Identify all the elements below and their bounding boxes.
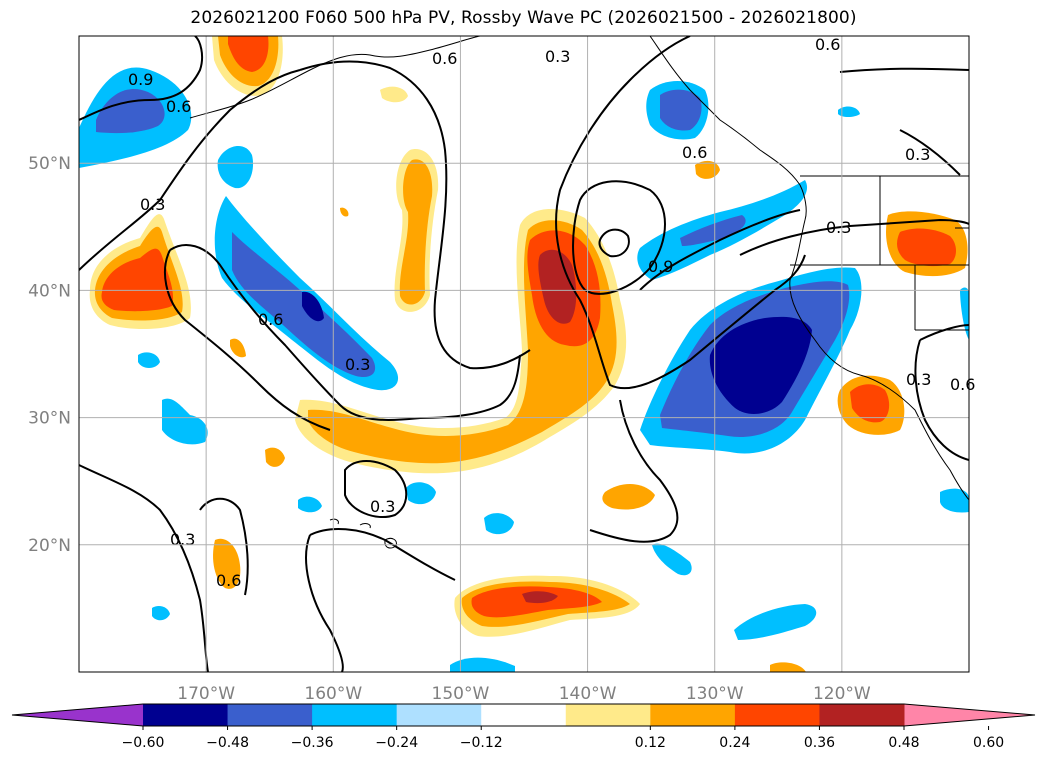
- pv-contour-small-loop: [598, 228, 630, 258]
- contour-labels: 0.9 0.6 0.6 0.3 0.6 0.6 0.3 0.3 0.6 0.3 …: [128, 35, 975, 590]
- lat-tick-label: 50°N: [28, 154, 71, 174]
- colorbar-segment: [481, 704, 567, 726]
- pv-contour-west-ridge: [79, 36, 301, 271]
- colorbar-tick-label: −0.24: [375, 735, 418, 751]
- colorbar-segment: [396, 704, 482, 726]
- colorbar-tick-label: −0.48: [206, 735, 249, 751]
- contour-label: 0.6: [950, 375, 975, 394]
- contour-label: 0.3: [905, 145, 930, 164]
- contour-label: 0.3: [370, 497, 395, 516]
- pv-contour-small-south: [344, 460, 408, 519]
- coastline-alaska: [189, 36, 481, 119]
- lat-tick-label: 20°N: [28, 536, 71, 556]
- colorbar: −0.60 −0.48 −0.36 −0.24 −0.12 0.12 0.24 0.36 0.4…: [11, 703, 1036, 751]
- hawaii-islands: [329, 518, 397, 549]
- colorbar-segment: [734, 704, 820, 726]
- colorbar-extend-high: [904, 704, 1035, 726]
- contour-label: 0.3: [826, 218, 851, 237]
- colorbar-segment: [312, 704, 398, 726]
- colorbar-extend-low: [12, 704, 143, 726]
- colorbar-tick-label: −0.36: [291, 735, 334, 751]
- contour-label: 0.3: [545, 47, 570, 66]
- colorbar-segment: [650, 704, 736, 726]
- contour-label: 0.6: [166, 97, 191, 116]
- pv-contour-trough-loop: [164, 244, 521, 431]
- map-title: 2026021200 F060 500 hPa PV, Rossby Wave …: [190, 8, 857, 28]
- colorbar-tick-label: 0.48: [888, 735, 919, 751]
- lon-tick-label: 150°W: [432, 684, 490, 704]
- map-frame: [78, 35, 970, 673]
- pv-contour-big-ridge: [299, 60, 531, 370]
- contour-label: 0.3: [906, 370, 931, 389]
- lat-tick-label: 30°N: [28, 409, 71, 429]
- contour-label: 0.3: [345, 355, 370, 374]
- pv-contour-cutoff-loop: [572, 180, 666, 295]
- gridlines: [79, 36, 969, 672]
- lon-tick-label: 140°W: [559, 684, 617, 704]
- colorbar-segment: [143, 704, 229, 726]
- contour-label: 0.6: [815, 35, 840, 54]
- colorbar-segment: [819, 704, 905, 726]
- pv-contour-southwest: [79, 464, 249, 672]
- contour-label: 0.6: [216, 571, 241, 590]
- contour-label: 0.6: [432, 49, 457, 68]
- lon-tick-label: 170°W: [177, 684, 235, 704]
- state-borders: [790, 176, 969, 331]
- pv-contour-0p9-east: [639, 209, 801, 291]
- contour-label: 0.3: [140, 195, 165, 214]
- pv-contour-hawaii: [305, 528, 456, 672]
- contour-label: 0.9: [648, 257, 673, 276]
- contour-label: 0.3: [170, 530, 195, 549]
- lon-tick-label: 120°W: [813, 684, 871, 704]
- contour-label: 0.9: [128, 70, 153, 89]
- coastline-bc-alaska-panhandle: [649, 36, 807, 221]
- colorbar-tick-label: 0.36: [804, 735, 835, 751]
- colorbar-tick-label: 0.60: [973, 735, 1004, 751]
- colorbar-tick-label: 0.24: [719, 735, 750, 751]
- colorbar-tick-label: −0.12: [460, 735, 503, 751]
- lon-tick-label: 130°W: [686, 684, 744, 704]
- colorbar-tick-label: 0.12: [635, 735, 666, 751]
- pv-contour-south-trough: [589, 399, 679, 543]
- lat-tick-label: 40°N: [28, 281, 71, 301]
- contour-label: 0.6: [258, 310, 283, 329]
- coastlines-layer: [189, 36, 969, 549]
- coastline-us-west: [789, 219, 969, 501]
- pv-shading-layer: [79, 36, 969, 672]
- lon-tick-label: 160°W: [304, 684, 362, 704]
- colorbar-segment: [565, 704, 651, 726]
- contour-label: 0.6: [682, 143, 707, 162]
- pv-contour-0p3-east: [739, 218, 969, 256]
- pv-contour-east-edge: [914, 324, 969, 461]
- longitude-labels: 170°W 160°W 150°W 140°W 130°W 120°W: [177, 684, 871, 704]
- colorbar-tick-label: −0.60: [122, 735, 165, 751]
- pv-contour-ne-corner: [839, 67, 969, 176]
- colorbar-segment: [227, 704, 313, 726]
- latitude-labels: 50°N 40°N 30°N 20°N: [28, 154, 71, 556]
